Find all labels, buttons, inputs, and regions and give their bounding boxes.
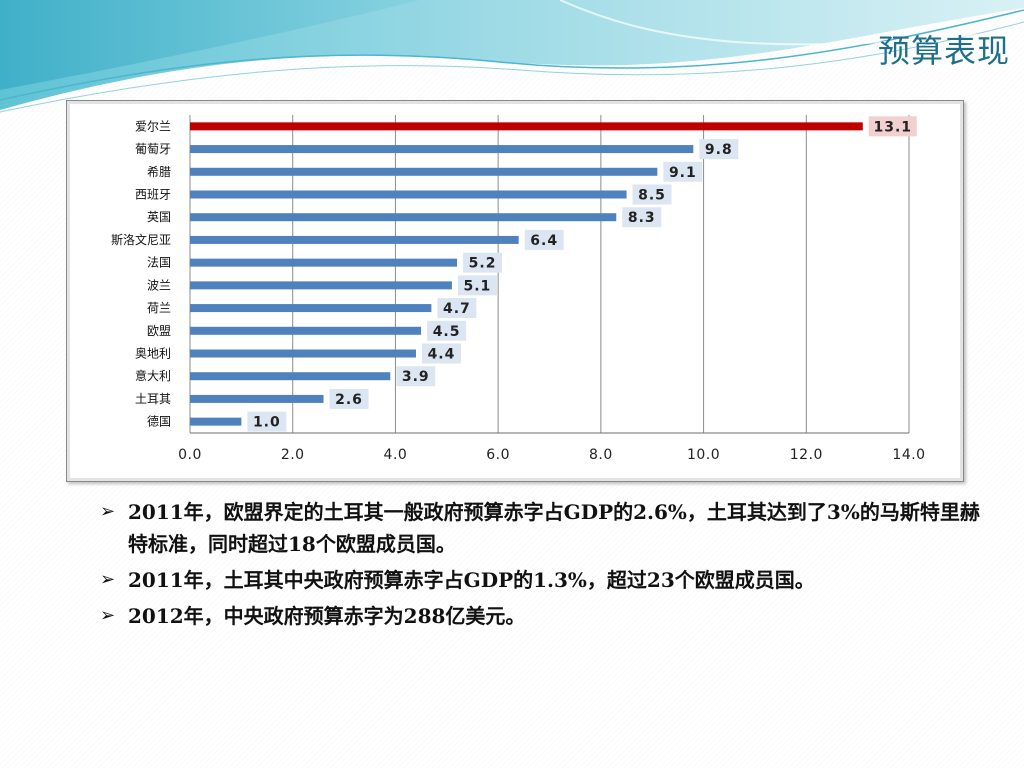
bullet-item: ➢ 2011年，欧盟界定的土耳其一般政府预算赤字占GDP的2.6%，土耳其达到了3… xyxy=(100,496,980,560)
bar xyxy=(190,190,627,199)
bar xyxy=(190,349,416,358)
bar xyxy=(190,417,242,426)
x-tick-label: 10.0 xyxy=(687,447,720,463)
category-label: 欧盟 xyxy=(147,324,171,338)
bar xyxy=(190,326,422,335)
data-label: 6.4 xyxy=(530,233,558,249)
category-label: 奥地利 xyxy=(135,347,171,361)
x-tick-label: 4.0 xyxy=(384,447,408,463)
bar xyxy=(190,235,519,244)
data-label-bg xyxy=(463,252,503,273)
data-label-bg xyxy=(437,298,477,319)
bar-chart-svg: 0.0 2.0 4.0 6.0 8.0 10.0 12.0 14.0 爱尔兰 13.1 葡萄牙 9.8… xyxy=(111,115,925,463)
data-label-bg xyxy=(524,229,564,250)
category-label: 英国 xyxy=(147,210,171,224)
category-label: 土耳其 xyxy=(135,392,171,406)
category-label: 爱尔兰 xyxy=(135,118,171,133)
arrow-bullet-icon: ➢ xyxy=(100,605,116,626)
data-label-bg xyxy=(457,275,497,296)
bar xyxy=(190,372,391,381)
category-label: 葡萄牙 xyxy=(135,142,171,156)
bar xyxy=(190,145,694,154)
bullet-item: ➢ 2012年，中央政府预算赤字为288亿美元。 xyxy=(100,600,980,632)
data-label: 4.7 xyxy=(443,301,471,317)
arrow-bullet-icon: ➢ xyxy=(100,569,116,590)
x-tick-label: 14.0 xyxy=(892,447,925,463)
data-label-bg xyxy=(329,388,369,409)
x-tick-label: 8.0 xyxy=(589,447,613,463)
data-label-bg xyxy=(663,161,703,182)
bar xyxy=(190,122,863,131)
category-label: 意大利 xyxy=(135,368,171,383)
bullet-text: 2012年，中央政府预算赤字为288亿美元。 xyxy=(128,604,526,628)
slide-title: 预算表现 xyxy=(877,32,1010,70)
bullet-list: ➢ 2011年，欧盟界定的土耳其一般政府预算赤字占GDP的2.6%，土耳其达到了3… xyxy=(100,496,980,636)
category-label: 斯洛文尼亚 xyxy=(111,232,171,247)
data-label: 5.2 xyxy=(469,256,497,272)
data-label: 8.3 xyxy=(628,210,656,226)
bar xyxy=(190,213,617,222)
data-label: 5.1 xyxy=(464,278,492,294)
arrow-bullet-icon: ➢ xyxy=(100,501,116,522)
data-label-bg xyxy=(421,343,461,364)
bar-chart: 0.0 2.0 4.0 6.0 8.0 10.0 12.0 14.0 爱尔兰 13.1 葡萄牙 9.8… xyxy=(66,100,964,482)
bullet-text: 2011年，土耳其中央政府预算赤字占GDP的1.3%，超过23个欧盟成员国。 xyxy=(128,568,815,592)
data-label: 9.1 xyxy=(669,165,697,181)
x-tick-label: 0.0 xyxy=(178,447,202,463)
x-tick-label: 6.0 xyxy=(486,447,510,463)
bar xyxy=(190,281,452,290)
category-label: 希腊 xyxy=(147,164,171,179)
bullet-text: 2011年，欧盟界定的土耳其一般政府预算赤字占GDP的2.6%，土耳其达到了3%… xyxy=(128,500,980,556)
data-label-bg xyxy=(622,207,662,228)
category-label: 波兰 xyxy=(147,278,171,292)
data-label-bg xyxy=(396,366,436,387)
data-label: 4.5 xyxy=(433,324,461,340)
category-label: 法国 xyxy=(147,256,171,270)
bar xyxy=(190,304,432,313)
bullet-item: ➢ 2011年，土耳其中央政府预算赤字占GDP的1.3%，超过23个欧盟成员国。 xyxy=(100,564,980,596)
data-label-bg xyxy=(247,411,287,432)
data-label: 9.8 xyxy=(705,142,733,158)
header-wave-decoration xyxy=(0,0,1024,113)
data-label: 13.1 xyxy=(874,119,913,135)
data-label-bg xyxy=(427,320,467,341)
data-label-bg xyxy=(868,116,917,137)
bar xyxy=(190,394,324,403)
data-label: 4.4 xyxy=(428,347,456,363)
x-tick-label: 12.0 xyxy=(790,447,823,463)
x-tick-label: 2.0 xyxy=(281,447,305,463)
data-label: 8.5 xyxy=(638,188,666,204)
data-label-bg xyxy=(632,184,672,205)
data-label-bg xyxy=(699,139,739,160)
category-label: 荷兰 xyxy=(147,301,171,315)
category-label: 德国 xyxy=(147,414,171,429)
data-label: 3.9 xyxy=(402,369,430,385)
bar xyxy=(190,258,458,267)
data-label: 2.6 xyxy=(335,392,363,408)
data-label: 1.0 xyxy=(253,415,281,431)
category-label: 西班牙 xyxy=(135,188,171,202)
bar xyxy=(190,167,658,176)
